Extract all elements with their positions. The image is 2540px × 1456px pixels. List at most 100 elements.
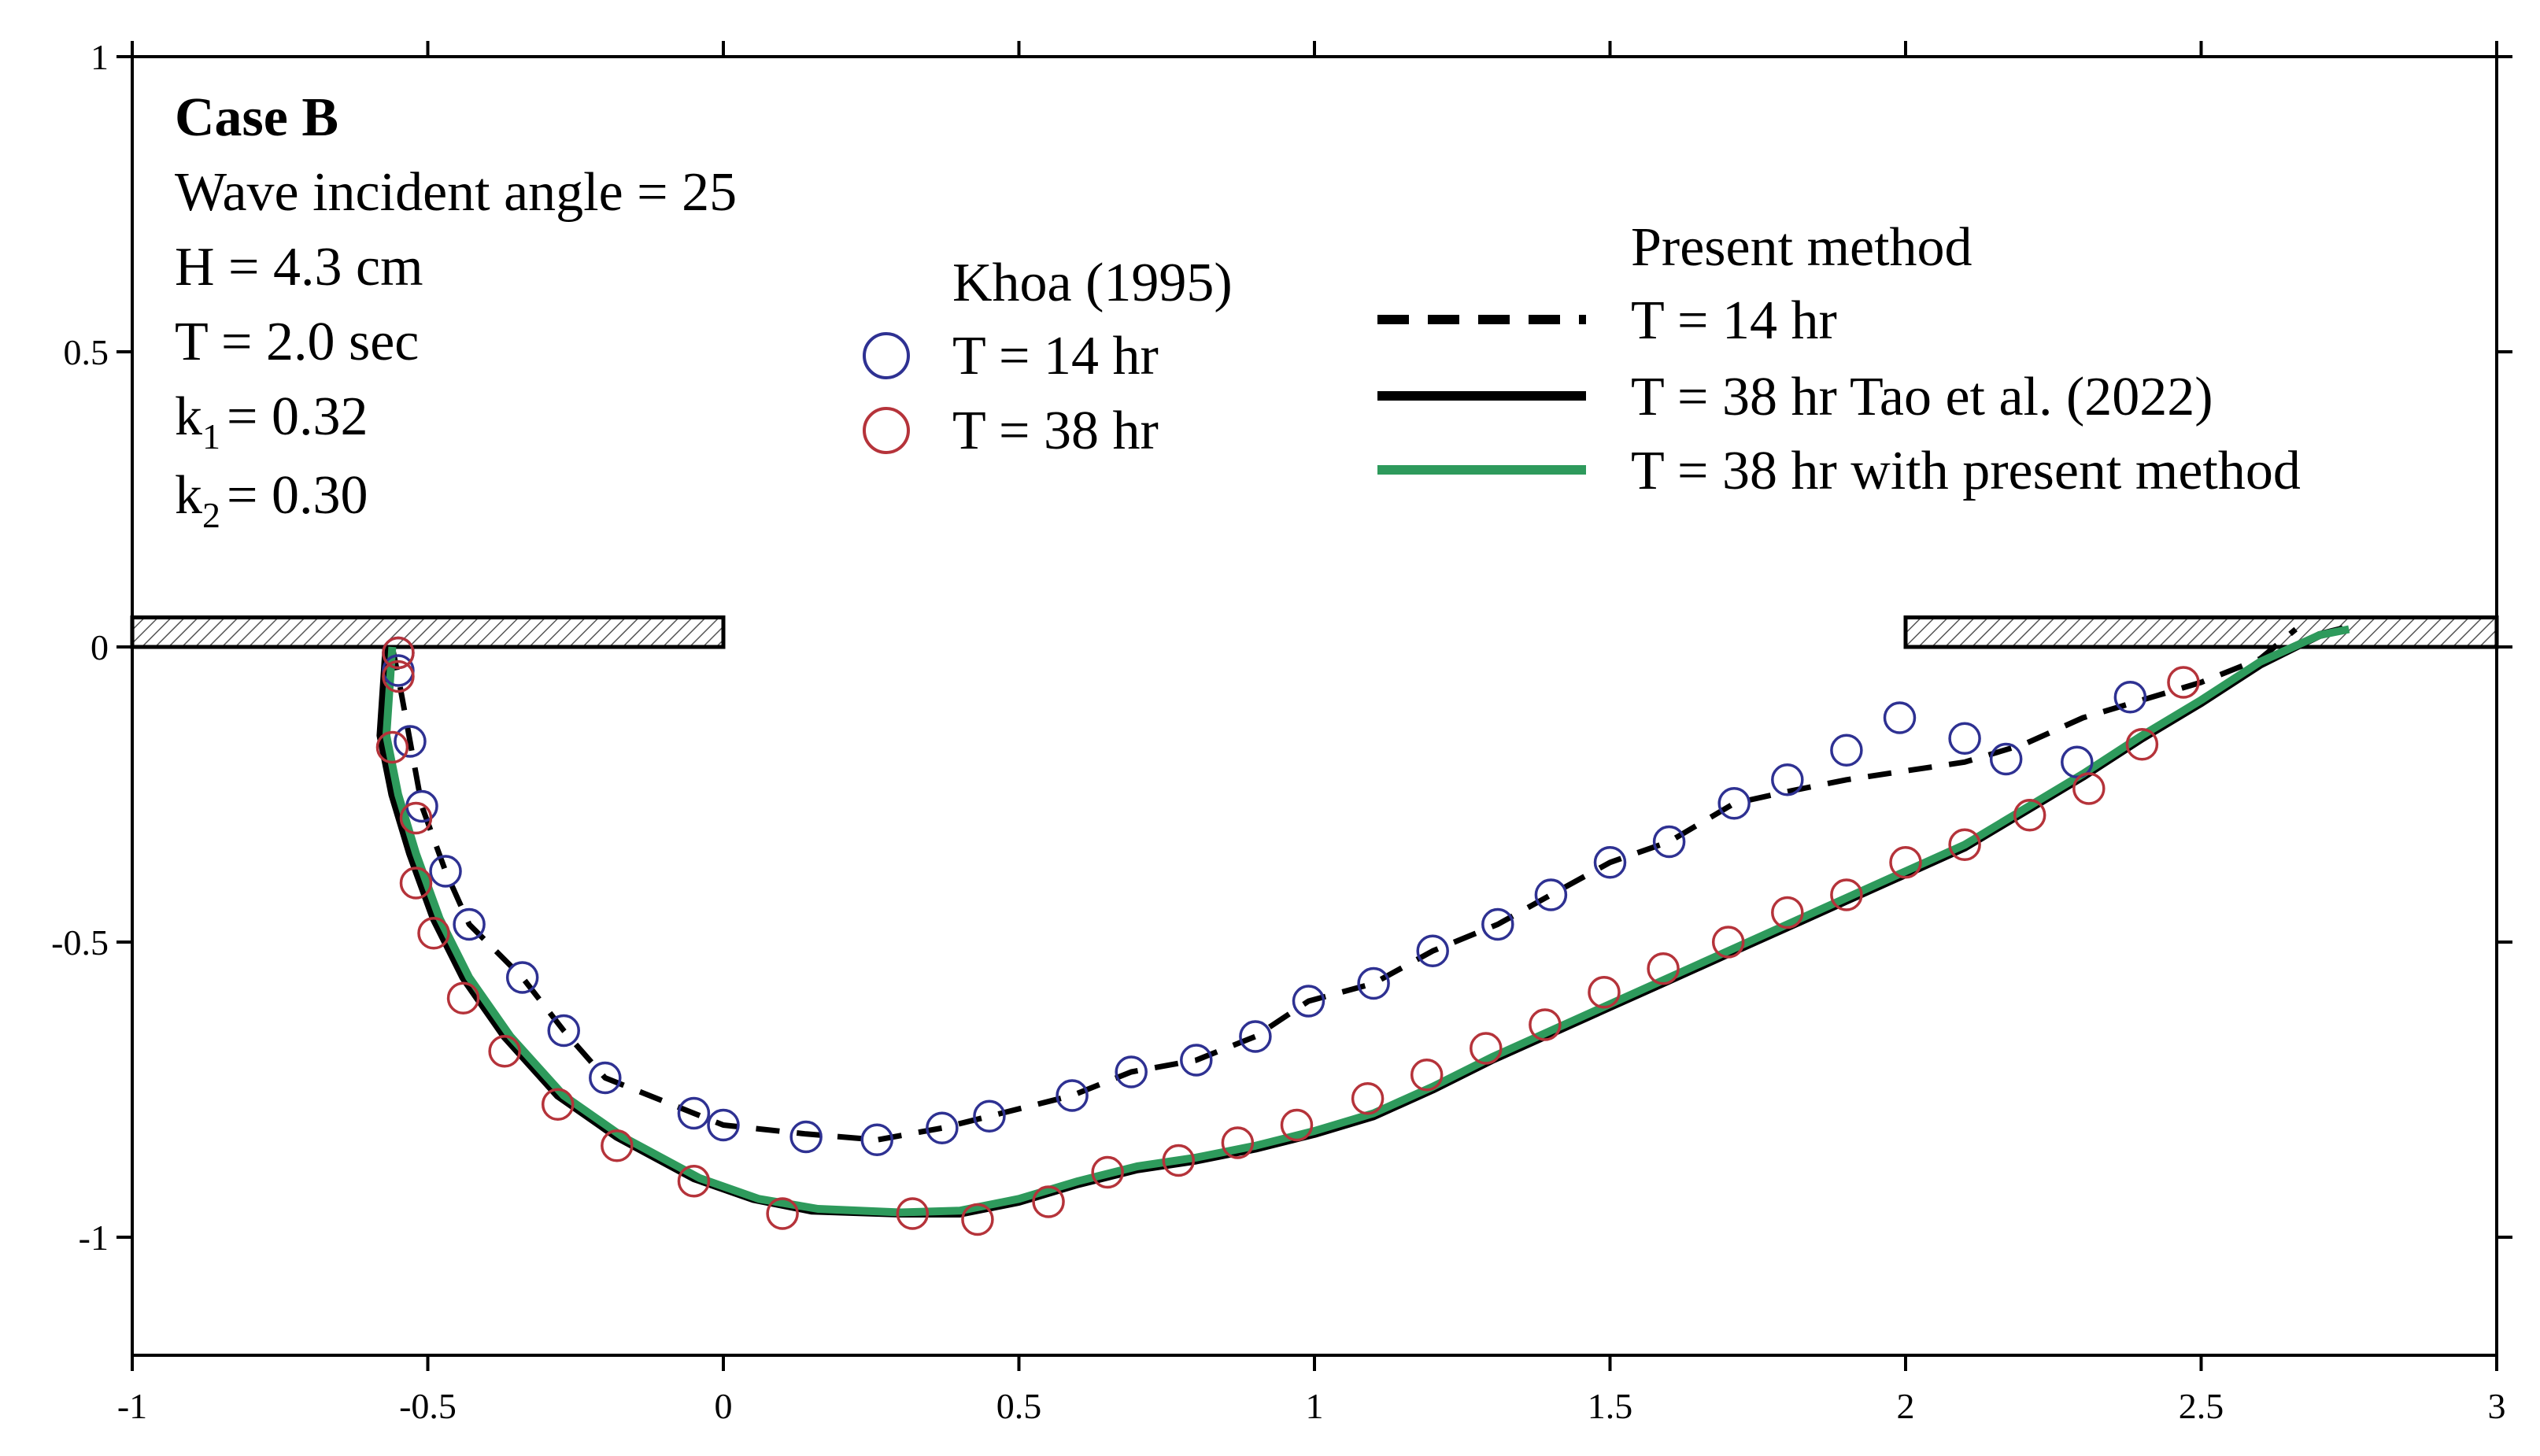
- k2-subscript: 2: [202, 495, 220, 535]
- x-tick-label: 0.5: [996, 1386, 1042, 1426]
- y-tick-label: 0: [91, 627, 109, 667]
- data-point: [1221, 1126, 1255, 1159]
- k1-subscript: 1: [202, 416, 220, 456]
- data-point: [505, 961, 539, 994]
- legend-present-14: T = 14 hr: [1631, 290, 1837, 351]
- data-point: [1529, 1008, 1562, 1041]
- data-point: [896, 1197, 930, 1230]
- data-point: [1948, 828, 1981, 861]
- k1-value: = 0.32: [227, 386, 368, 447]
- data-point: [1470, 1032, 1503, 1065]
- data-point: [1280, 1108, 1314, 1142]
- data-point: [453, 907, 486, 941]
- data-point: [1647, 952, 1680, 985]
- data-point: [405, 789, 438, 823]
- breakwater-structures: [130, 615, 2499, 649]
- data-point: [399, 801, 433, 835]
- data-point: [766, 1197, 799, 1230]
- data-point: [1717, 787, 1751, 820]
- data-point: [1771, 896, 1804, 929]
- data-point: [1889, 846, 1922, 879]
- period-label: T = 2.0 sec: [175, 312, 419, 372]
- data-point: [1534, 878, 1568, 911]
- data-point: [973, 1099, 1006, 1133]
- k1-prefix: k: [175, 386, 202, 447]
- data-point: [1091, 1155, 1124, 1189]
- y-tick-label: 1: [91, 37, 109, 77]
- x-tick-label: 1: [1306, 1386, 1324, 1426]
- series-line: [376, 625, 2344, 1218]
- data-point: [1292, 985, 1325, 1018]
- data-point: [1416, 934, 1449, 967]
- data-point: [399, 867, 433, 900]
- x-tick-label: 2.5: [2179, 1386, 2224, 1426]
- data-point: [1593, 846, 1627, 879]
- data-point: [488, 1035, 521, 1068]
- angle-label: Wave incident angle = 25: [175, 162, 737, 223]
- breakwater: [130, 615, 726, 649]
- data-point: [1588, 976, 1621, 1009]
- data-point: [2013, 799, 2046, 832]
- data-point: [547, 1014, 580, 1048]
- y-tick-label: 0.5: [64, 332, 109, 372]
- data-point: [601, 1129, 634, 1162]
- data-point: [1056, 1079, 1089, 1112]
- data-point: [589, 1061, 622, 1095]
- x-tick-label: 1.5: [1588, 1386, 1633, 1426]
- x-tick-label: -1: [117, 1386, 147, 1426]
- data-point: [382, 636, 415, 670]
- data-point: [382, 660, 415, 693]
- series-layer: [375, 625, 2350, 1236]
- data-point: [2113, 681, 2147, 714]
- data-point: [1883, 701, 1917, 734]
- data-point: [2061, 745, 2094, 778]
- data-point: [860, 1123, 894, 1156]
- data-point: [375, 730, 409, 764]
- data-point: [2125, 728, 2159, 761]
- data-point: [1830, 878, 1863, 911]
- k2-prefix: k: [175, 465, 202, 526]
- data-point: [1351, 1082, 1385, 1115]
- x-axis: -1 -0.5 0 0.5 1 1.5 2 2.5 3: [117, 41, 2506, 1426]
- legend-tao-38: T = 38 hr Tao et al. (2022): [1631, 367, 2213, 427]
- data-point: [677, 1165, 711, 1198]
- legend-khoa-38: T = 38 hr: [952, 401, 1159, 461]
- data-point: [1948, 722, 1981, 755]
- breakwater: [1903, 615, 2499, 649]
- data-point: [1711, 926, 1745, 959]
- k1-label: k1 = 0.32: [175, 386, 368, 456]
- data-point: [789, 1120, 823, 1154]
- legend-marker-14hr: [863, 332, 910, 379]
- data-point: [1410, 1059, 1444, 1092]
- k2-value: = 0.30: [227, 465, 368, 526]
- data-point: [446, 981, 480, 1014]
- data-point: [961, 1203, 994, 1236]
- x-tick-label: -0.5: [399, 1386, 457, 1426]
- data-point: [394, 725, 427, 758]
- data-point: [1032, 1185, 1065, 1218]
- data-point: [1162, 1144, 1196, 1177]
- data-point: [1830, 734, 1863, 767]
- data-point: [926, 1111, 959, 1144]
- data-point: [1180, 1044, 1213, 1077]
- case-annotations: Case B Wave incident angle = 25 H = 4.3 …: [175, 87, 737, 535]
- legend-khoa-14: T = 14 hr: [952, 326, 1159, 386]
- y-tick-label: -1: [79, 1218, 109, 1258]
- data-point: [677, 1096, 711, 1130]
- data-point: [417, 917, 450, 950]
- legend-present-title: Present method: [1631, 217, 1972, 278]
- data-point: [429, 855, 462, 888]
- data-point: [1989, 742, 2023, 776]
- height-label: H = 4.3 cm: [175, 237, 423, 297]
- case-label: Case B: [175, 87, 338, 148]
- k2-label: k2 = 0.30: [175, 465, 368, 535]
- data-point: [1481, 907, 1514, 941]
- series-line: [382, 625, 2350, 1217]
- data-point: [707, 1108, 740, 1142]
- x-tick-label: 0: [715, 1386, 733, 1426]
- data-point: [1771, 763, 1804, 796]
- data-point: [1115, 1055, 1148, 1088]
- legend-present-38: T = 38 hr with present method: [1631, 441, 2301, 501]
- legend-khoa-title: Khoa (1995): [952, 253, 1233, 313]
- y-tick-label: -0.5: [51, 922, 109, 963]
